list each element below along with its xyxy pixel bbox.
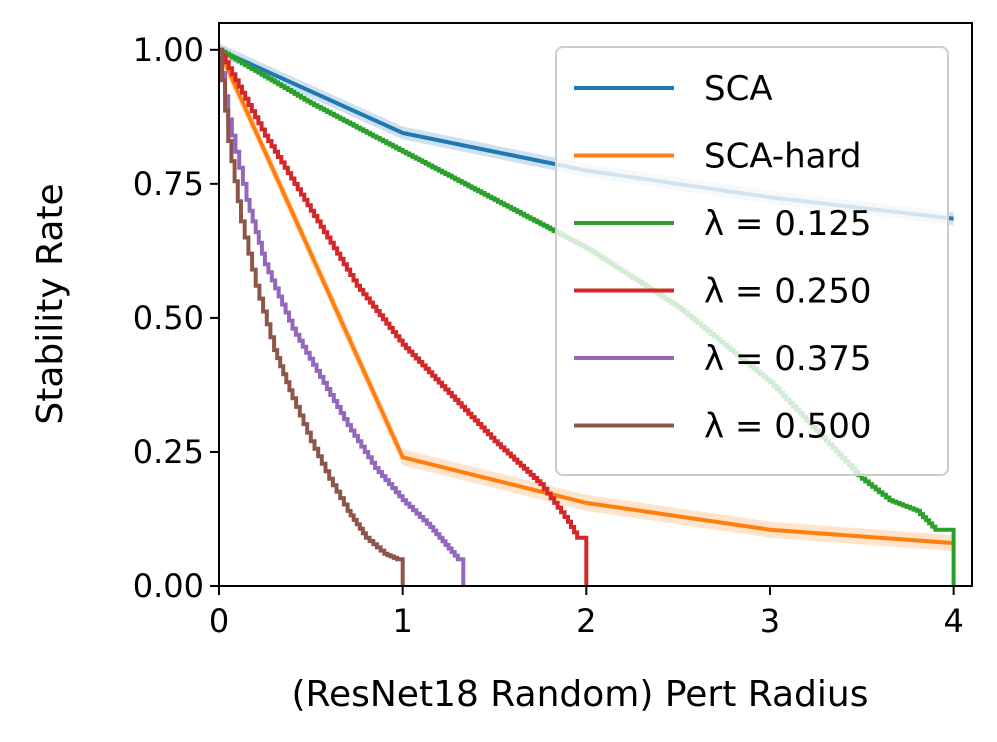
series-line-sca-hard: [219, 48, 954, 546]
legend-label-lambda-0-125: λ = 0.125: [704, 204, 872, 244]
x-tick-label: 2: [576, 602, 596, 640]
legend-label-sca-hard: SCA-hard: [704, 137, 861, 177]
y-tick-label: 0.50: [133, 299, 204, 337]
legend-label-lambda-0-500: λ = 0.500: [704, 407, 872, 447]
y-tick-label: 0.00: [133, 567, 204, 605]
series-line-lambda-0-375: [219, 47, 466, 586]
x-tick-label: 4: [943, 602, 963, 640]
legend-label-lambda-0-250: λ = 0.250: [704, 272, 872, 312]
legend: SCA SCA-hard λ = 0.125 λ = 0.250 λ = 0.375 λ …: [555, 46, 949, 476]
y-tick-label: 0.25: [133, 433, 204, 471]
legend-label-lambda-0-375: λ = 0.375: [704, 339, 872, 379]
series-line-lambda-0-250: [219, 47, 589, 586]
plot-frame: [218, 22, 973, 587]
x-tick-label: 0: [209, 602, 229, 640]
series-line-lambda-0-500: [219, 47, 405, 586]
y-axis-label: Stability Rate: [30, 183, 71, 424]
x-axis-label: (ResNet18 Random) Pert Radius: [292, 674, 869, 715]
x-tick-label: 3: [760, 602, 780, 640]
x-tick-label: 1: [392, 602, 412, 640]
y-tick-label: 1.00: [133, 31, 204, 69]
axis-ticks: 0 1 2 3 4 0.00 0.25 0.50 0.75 1.00: [133, 31, 964, 640]
y-tick-label: 0.75: [133, 165, 204, 203]
legend-label-sca: SCA: [704, 69, 773, 109]
